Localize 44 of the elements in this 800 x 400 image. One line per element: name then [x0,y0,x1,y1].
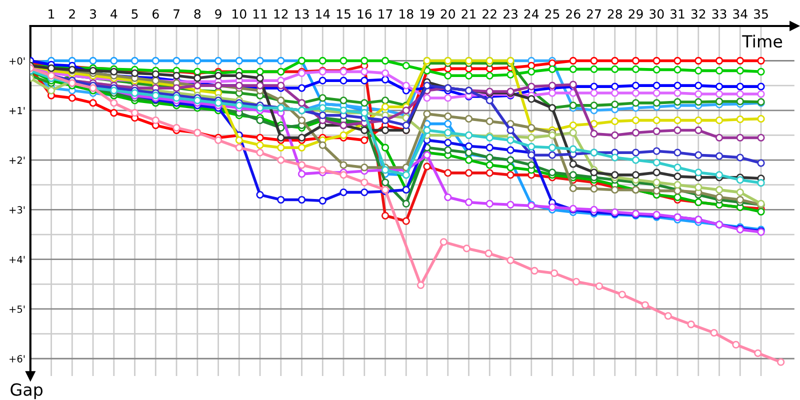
y-tick-label: +6' [10,355,25,362]
x-tick-label: 27 [586,9,601,19]
x-tick-label: 30 [650,9,664,19]
y-tick-label: +3' [10,206,25,214]
x-tick-label: 4 [110,9,118,19]
x-tick-label: 8 [194,9,201,19]
x-tick-label: 11 [253,9,267,19]
x-tick-label: 20 [440,9,456,19]
y-tick-label: +4' [10,256,25,264]
x-tick-label: 32 [691,9,706,19]
x-tick-label: 25 [545,9,560,19]
x-tick-label: 13 [295,9,309,19]
x-tick-label: 15 [336,9,350,19]
x-tick-label: 10 [232,9,246,19]
x-tick-label: 28 [608,9,622,19]
x-tick-label: 7 [174,9,180,19]
x-tick-label: 1 [48,9,54,19]
x-tick-label: 16 [358,9,372,19]
x-tick-label: 14 [316,9,330,19]
x-tick-label: 29 [628,9,643,19]
x-tick-label: 21 [462,9,476,19]
x-tick-label: 33 [712,9,726,19]
x-tick-label: 22 [482,9,496,19]
x-tick-label: 26 [566,9,580,19]
x-tick-label: 2 [69,9,75,19]
x-tick-label: 24 [524,9,539,19]
y-axis-title: Gap [10,383,43,400]
x-tick-label: 12 [274,9,288,19]
y-tick-label: +1' [10,107,25,114]
x-tick-label: 23 [503,9,518,19]
x-tick-label: 9 [215,9,222,19]
x-tick-label: 17 [378,9,392,19]
x-tick-label: 3 [90,9,96,19]
x-axis-title: Time [742,34,782,48]
y-tick-label: +5' [10,306,25,313]
x-tick-label: 31 [670,9,684,19]
x-tick-label: 5 [132,9,138,19]
y-tick-label: +0' [10,57,25,65]
x-tick-label: 35 [754,9,768,19]
x-tick-label: 18 [400,9,414,19]
x-tick-label: 34 [733,9,748,19]
x-tick-label: 19 [420,9,434,19]
x-tick-label: 6 [152,9,159,19]
y-tick-label: +2' [10,156,25,164]
